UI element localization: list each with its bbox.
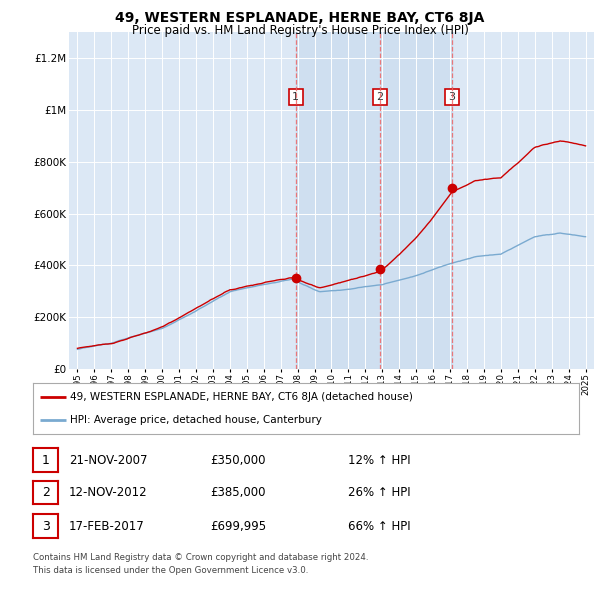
Text: 49, WESTERN ESPLANADE, HERNE BAY, CT6 8JA (detached house): 49, WESTERN ESPLANADE, HERNE BAY, CT6 8J… <box>70 392 413 402</box>
Text: 12-NOV-2012: 12-NOV-2012 <box>69 486 148 499</box>
Text: 3: 3 <box>41 520 50 533</box>
Text: 12% ↑ HPI: 12% ↑ HPI <box>348 454 410 467</box>
Text: 1: 1 <box>41 454 50 467</box>
Text: Contains HM Land Registry data © Crown copyright and database right 2024.: Contains HM Land Registry data © Crown c… <box>33 553 368 562</box>
Text: 17-FEB-2017: 17-FEB-2017 <box>69 520 145 533</box>
Text: £350,000: £350,000 <box>210 454 265 467</box>
Text: This data is licensed under the Open Government Licence v3.0.: This data is licensed under the Open Gov… <box>33 566 308 575</box>
Text: 1: 1 <box>292 92 299 102</box>
Text: 49, WESTERN ESPLANADE, HERNE BAY, CT6 8JA: 49, WESTERN ESPLANADE, HERNE BAY, CT6 8J… <box>115 11 485 25</box>
Text: 21-NOV-2007: 21-NOV-2007 <box>69 454 148 467</box>
Text: 2: 2 <box>41 486 50 499</box>
Text: 66% ↑ HPI: 66% ↑ HPI <box>348 520 410 533</box>
Text: 2: 2 <box>377 92 383 102</box>
Text: HPI: Average price, detached house, Canterbury: HPI: Average price, detached house, Cant… <box>70 415 322 425</box>
Text: 26% ↑ HPI: 26% ↑ HPI <box>348 486 410 499</box>
Text: £385,000: £385,000 <box>210 486 265 499</box>
Text: 3: 3 <box>449 92 455 102</box>
Text: Price paid vs. HM Land Registry's House Price Index (HPI): Price paid vs. HM Land Registry's House … <box>131 24 469 37</box>
Text: £699,995: £699,995 <box>210 520 266 533</box>
Bar <box>296 32 452 369</box>
